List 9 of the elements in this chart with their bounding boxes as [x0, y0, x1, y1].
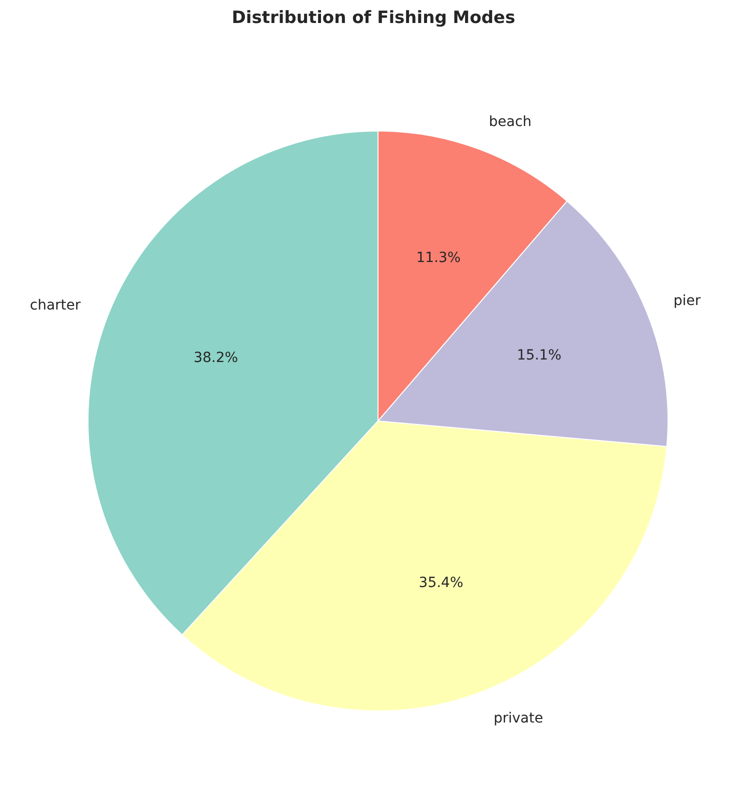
data-label: 11.3%: [416, 250, 461, 266]
chart-title: Distribution of Fishing Modes: [230, 8, 516, 28]
data-label: 38.2%: [194, 350, 238, 366]
slice-label: private: [494, 710, 544, 726]
slice-label: charter: [30, 297, 81, 314]
slice-label: beach: [488, 114, 532, 130]
data-label: 35.4%: [418, 575, 464, 592]
data-label: 15.1%: [516, 347, 562, 364]
slice-label: pier: [673, 292, 701, 309]
